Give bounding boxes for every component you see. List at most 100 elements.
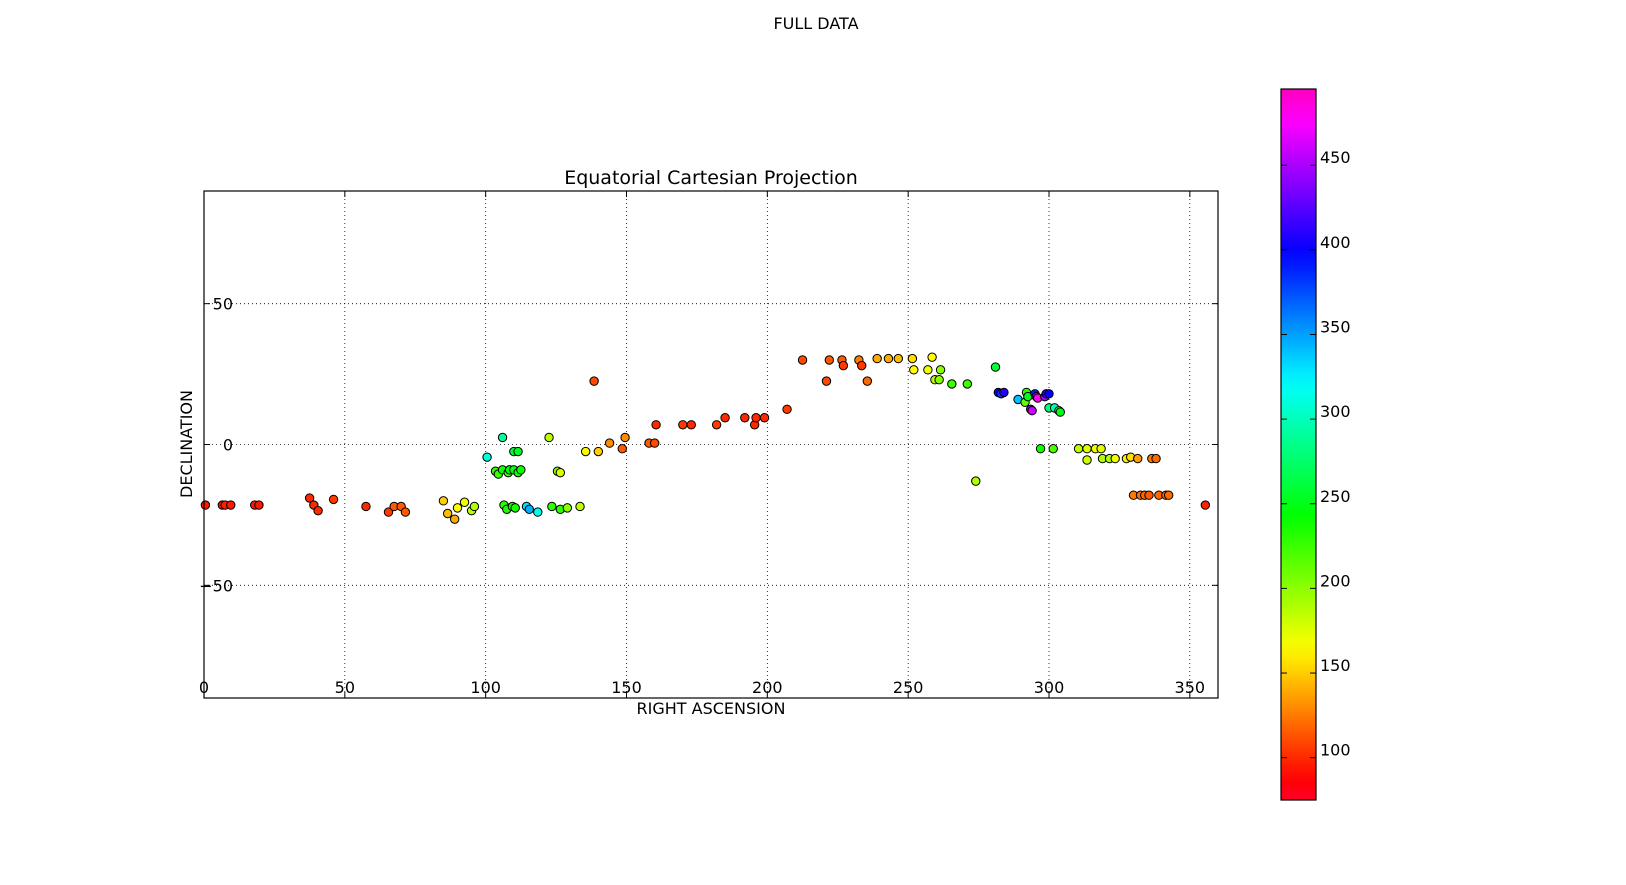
scatter-point bbox=[1035, 444, 1046, 454]
x-tick-label: 150 bbox=[611, 678, 642, 697]
scatter-point bbox=[971, 476, 981, 486]
scatter-point bbox=[580, 446, 591, 457]
scatter-point bbox=[304, 493, 315, 503]
scatter-point bbox=[1200, 500, 1211, 510]
grid-lines bbox=[204, 191, 1218, 698]
scatter-point bbox=[562, 503, 573, 513]
scatter-point bbox=[947, 379, 957, 389]
scatter-point bbox=[740, 413, 750, 423]
colorbar-tick-label: 150 bbox=[1320, 656, 1351, 675]
scatter-point bbox=[1096, 444, 1106, 454]
scatter-point bbox=[927, 352, 937, 362]
y-tick-label: 0 bbox=[223, 436, 233, 455]
scatter-point bbox=[962, 379, 973, 389]
scatter-point bbox=[449, 514, 460, 524]
scatter-point bbox=[821, 376, 832, 386]
scatter-point bbox=[759, 413, 770, 423]
scatter-point bbox=[797, 355, 808, 365]
y-axis-ticks: −50 0 50 bbox=[199, 295, 1218, 595]
scatter-point bbox=[442, 508, 453, 519]
x-tick-label: 200 bbox=[752, 678, 783, 697]
scatter-point bbox=[226, 500, 236, 510]
scatter-point bbox=[862, 376, 873, 386]
scatter-point bbox=[620, 432, 630, 443]
scatter-point bbox=[544, 432, 554, 443]
scatter-point bbox=[524, 504, 535, 514]
colorbar: 100 150 200 250 300 350 400 450 bbox=[1280, 88, 1351, 801]
scatter-point bbox=[361, 501, 371, 512]
scatter-point bbox=[459, 497, 470, 507]
scatter-point bbox=[482, 452, 492, 462]
scatter-point bbox=[328, 494, 339, 505]
scatter-point bbox=[1073, 444, 1084, 454]
scatter-point bbox=[593, 446, 604, 457]
scatter-point bbox=[452, 503, 463, 513]
scatter-point bbox=[686, 420, 696, 430]
scatter-point bbox=[990, 362, 1001, 372]
x-axis-ticks: 0 50 100 150 200 250 300 350 bbox=[199, 191, 1205, 698]
y-tick-label: 50 bbox=[213, 295, 233, 314]
scatter-points bbox=[200, 352, 1211, 524]
scatter-point bbox=[883, 353, 894, 364]
scatter-point bbox=[469, 501, 480, 512]
x-tick-label: 250 bbox=[893, 678, 924, 697]
scatter-point bbox=[782, 404, 792, 414]
scatter-point bbox=[923, 365, 933, 375]
x-tick-label: 0 bbox=[199, 678, 209, 697]
colorbar-tick-label: 350 bbox=[1320, 317, 1351, 336]
scatter-point bbox=[1055, 407, 1065, 417]
x-tick-label: 100 bbox=[470, 678, 501, 697]
scatter-point bbox=[254, 500, 264, 510]
colorbar-tick-label: 200 bbox=[1320, 571, 1351, 590]
scatter-point bbox=[999, 387, 1009, 398]
scatter-point bbox=[651, 420, 661, 430]
colorbar-ticks: 100 150 200 250 300 350 400 450 bbox=[1281, 148, 1351, 760]
scatter-point bbox=[1044, 389, 1054, 399]
plot-title: Equatorial Cartesian Projection bbox=[564, 167, 858, 189]
scatter-point bbox=[575, 501, 585, 512]
scatter-point bbox=[935, 365, 946, 375]
scatter-point bbox=[909, 365, 919, 375]
scatter-point bbox=[510, 503, 520, 513]
scatter-point bbox=[516, 465, 526, 475]
x-axis-label: RIGHT ASCENSION bbox=[637, 699, 786, 718]
scatter-point bbox=[1048, 444, 1058, 454]
scatter-point bbox=[313, 505, 323, 516]
x-tick-label: 50 bbox=[335, 678, 355, 697]
scatter-point bbox=[1133, 453, 1143, 464]
colorbar-gradient bbox=[1281, 89, 1316, 800]
scatter-point bbox=[400, 507, 411, 517]
scatter-point bbox=[934, 375, 944, 385]
scatter-point bbox=[678, 420, 688, 430]
figure-suptitle: FULL DATA bbox=[773, 14, 858, 33]
x-tick-label: 300 bbox=[1034, 678, 1065, 697]
scatter-point bbox=[589, 376, 599, 386]
scatter-point bbox=[617, 444, 627, 454]
scatter-point bbox=[547, 501, 557, 512]
scatter-point bbox=[649, 438, 660, 448]
scatter-point bbox=[513, 446, 523, 457]
scatter-point bbox=[1151, 453, 1161, 464]
scatter-point bbox=[497, 432, 508, 443]
scatter-point bbox=[1110, 453, 1120, 464]
scatter-point bbox=[720, 413, 730, 423]
y-axis-label: DECLINATION bbox=[177, 390, 196, 498]
scatter-point bbox=[856, 360, 867, 371]
colorbar-tick-label: 100 bbox=[1320, 741, 1351, 760]
scatter-point bbox=[838, 360, 849, 371]
scatter-point bbox=[751, 413, 761, 423]
scatter-point bbox=[711, 420, 722, 430]
scatter-point bbox=[604, 438, 615, 448]
plot-area: 0 50 100 150 200 250 300 350 −50 0 50 bbox=[199, 190, 1219, 699]
colorbar-tick-label: 300 bbox=[1320, 402, 1351, 421]
scatter-point bbox=[824, 355, 834, 365]
scatter-point bbox=[533, 507, 543, 517]
colorbar-frame bbox=[1280, 88, 1317, 801]
y-tick-label: −50 bbox=[199, 576, 233, 595]
scatter-point bbox=[438, 496, 449, 506]
x-tick-label: 350 bbox=[1175, 678, 1206, 697]
scatter-point bbox=[907, 353, 918, 364]
colorbar-tick-label: 450 bbox=[1320, 148, 1351, 167]
scatter-point bbox=[893, 353, 904, 364]
